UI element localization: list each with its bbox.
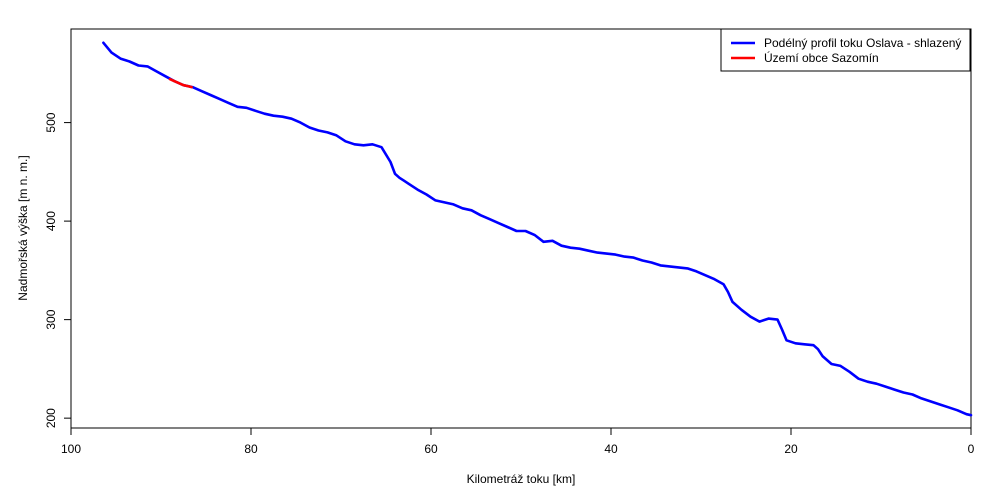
legend-box (720, 28, 971, 72)
y-tick-label: 500 (44, 112, 58, 132)
x-tick-label: 60 (424, 442, 438, 456)
legend-label-municipality: Území obce Sazomín (764, 50, 879, 65)
plot-frame (70, 28, 972, 429)
x-tick-label: 100 (61, 442, 81, 456)
y-tick-label: 200 (44, 408, 58, 428)
series-line-profile (102, 41, 973, 417)
y-axis-title: Nadmořská výška [m n. m.] (16, 155, 30, 300)
legend: Podélný profil toku Oslava - shlazený Úz… (720, 28, 971, 72)
x-axis-title: Kilometráž toku [km] (467, 472, 576, 486)
x-axis: 100 80 60 40 20 0 (61, 428, 975, 456)
y-tick-label: 400 (44, 211, 58, 231)
series-line-municipality (168, 77, 193, 89)
x-tick-label: 40 (604, 442, 618, 456)
y-axis: 200 300 400 500 (44, 112, 71, 428)
series-layer (102, 41, 973, 417)
x-tick-label: 20 (784, 442, 798, 456)
y-tick-label: 300 (44, 309, 58, 329)
legend-label-profile: Podélný profil toku Oslava - shlazený (764, 36, 961, 50)
x-tick-label: 80 (244, 442, 258, 456)
x-tick-label: 0 (968, 442, 975, 456)
